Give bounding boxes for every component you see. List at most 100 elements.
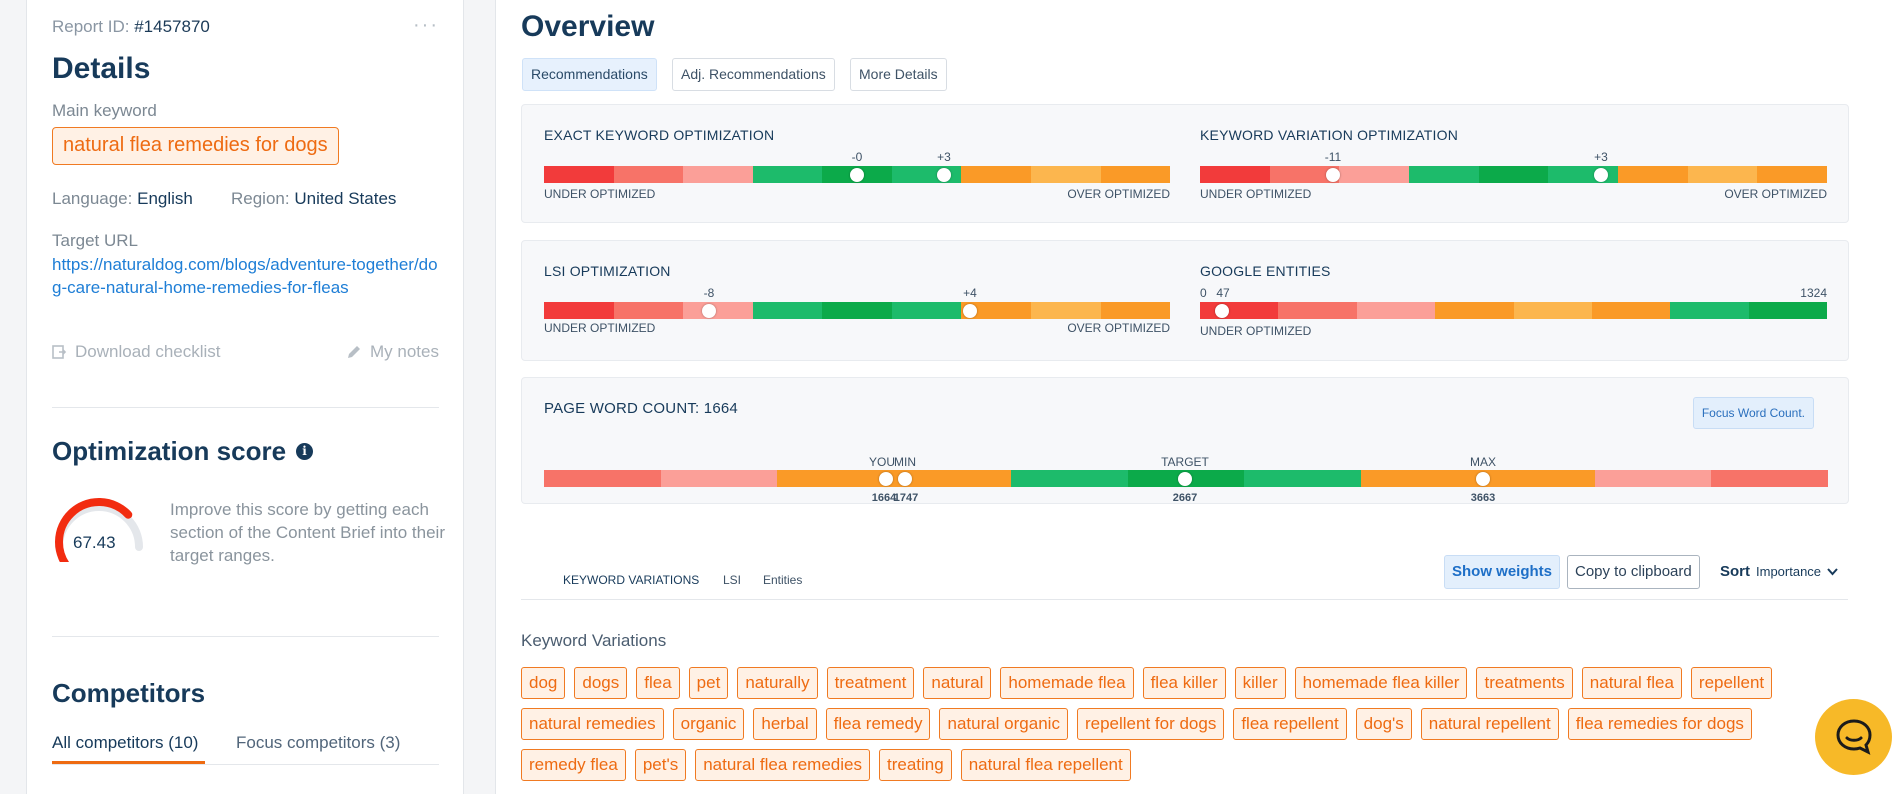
- keyword-chip[interactable]: treatment: [826, 667, 915, 699]
- tab-entities[interactable]: Entities: [763, 573, 803, 587]
- keyword-chip[interactable]: remedy flea: [521, 749, 626, 781]
- keyword-chip[interactable]: natural flea: [1581, 667, 1682, 699]
- download-checklist-button[interactable]: Download checklist: [52, 342, 221, 362]
- keyword-chip[interactable]: repellent: [1690, 667, 1773, 699]
- meter-title: KEYWORD VARIATION OPTIMIZATION: [1200, 127, 1459, 143]
- report-id-value: #1457870: [134, 17, 210, 36]
- notes-label: My notes: [370, 342, 439, 361]
- under-optimized-label: UNDER OPTIMIZED: [544, 321, 656, 335]
- report-id: Report ID: #1457870: [52, 17, 210, 37]
- overview-panel: Overview Recommendations Adj. Recommenda…: [495, 0, 1892, 794]
- keyword-chip[interactable]: natural remedies: [521, 708, 664, 740]
- keyword-chip[interactable]: natural organic: [939, 708, 1068, 740]
- keyword-chip[interactable]: natural flea remedies: [695, 749, 870, 781]
- keyword-chip[interactable]: repellent for dogs: [1076, 708, 1225, 740]
- marker-knob: [1215, 304, 1229, 318]
- region-label: Region:: [231, 189, 290, 208]
- marker-label: +4: [963, 286, 977, 300]
- marker-label: +3: [1594, 150, 1608, 164]
- details-panel: Report ID: #1457870 ··· Details Main key…: [26, 0, 464, 794]
- my-notes-button[interactable]: My notes: [346, 342, 439, 362]
- chat-icon: [1836, 719, 1872, 755]
- tab-all-competitors[interactable]: All competitors (10): [52, 733, 199, 752]
- keyword-variations-title: Keyword Variations: [521, 631, 667, 650]
- focus-word-count-button[interactable]: Focus Word Count.: [1692, 397, 1814, 429]
- meter-title: LSI OPTIMIZATION: [544, 263, 671, 279]
- meter-bar: [544, 470, 1829, 487]
- max-knob: [1476, 472, 1490, 486]
- copy-to-clipboard-button[interactable]: Copy to clipboard: [1567, 555, 1700, 589]
- keyword-chip[interactable]: dogs: [574, 667, 628, 699]
- more-dots-icon[interactable]: ···: [413, 14, 439, 36]
- tab-focus-competitors[interactable]: Focus competitors (3): [236, 733, 401, 752]
- keyword-chip[interactable]: herbal: [753, 708, 817, 740]
- keyword-chip[interactable]: dog: [521, 667, 566, 699]
- info-icon[interactable]: i: [296, 443, 314, 460]
- marker-knob: [937, 168, 951, 182]
- you-label: YOU: [868, 455, 896, 469]
- keyword-chip[interactable]: homemade flea: [1000, 667, 1134, 699]
- region: Region: United States: [231, 189, 396, 209]
- divider: [52, 636, 439, 637]
- word-count-title: PAGE WORD COUNT: 1664: [544, 400, 738, 417]
- keyword-chip[interactable]: naturally: [737, 667, 818, 699]
- keyword-chip[interactable]: flea repellent: [1233, 708, 1347, 740]
- tab-lsi[interactable]: LSI: [723, 573, 742, 587]
- language-value: English: [137, 189, 193, 208]
- you-knob: [879, 472, 893, 486]
- under-optimized-label: UNDER OPTIMIZED: [1200, 187, 1312, 201]
- main-keyword-badge: natural flea remedies for dogs: [52, 127, 339, 165]
- meter-bar: [1200, 302, 1827, 319]
- min-value: 1747: [893, 492, 919, 504]
- keyword-chip[interactable]: pet: [688, 667, 729, 699]
- max-label: MAX: [1469, 455, 1497, 469]
- target-url-label: Target URL: [52, 231, 138, 250]
- keyword-chip[interactable]: homemade flea killer: [1294, 667, 1468, 699]
- word-count-card: Focus Word Count. PAGE WORD COUNT: 1664 …: [521, 377, 1849, 504]
- keyword-chip[interactable]: pet's: [634, 749, 687, 781]
- keyword-chip[interactable]: killer: [1234, 667, 1286, 699]
- optimization-title-text: Optimization score: [52, 436, 287, 466]
- keyword-chip[interactable]: organic: [672, 708, 745, 740]
- keyword-chip[interactable]: dog's: [1355, 708, 1412, 740]
- chat-button[interactable]: [1815, 699, 1892, 775]
- over-optimized-label: OVER OPTIMIZED: [1724, 187, 1827, 201]
- target-knob: [1178, 472, 1192, 486]
- keyword-chip[interactable]: natural: [923, 667, 992, 699]
- min-label: MIN: [894, 455, 916, 469]
- tab-recommendations[interactable]: Recommendations: [522, 58, 657, 91]
- overview-title: Overview: [521, 10, 655, 43]
- chevron-down-icon: [1827, 567, 1838, 575]
- marker-label: -8: [703, 286, 715, 300]
- target-url-link[interactable]: https://naturaldog.com/blogs/adventure-t…: [52, 255, 438, 297]
- download-icon: [52, 344, 67, 359]
- word-count-meter: PAGE WORD COUNT: 1664 YOU MIN TARGET MAX…: [544, 400, 1829, 504]
- tab-more-details[interactable]: More Details: [850, 58, 947, 91]
- region-value: United States: [294, 189, 397, 208]
- keyword-chip[interactable]: flea killer: [1142, 667, 1226, 699]
- keyword-chip[interactable]: flea remedy: [825, 708, 931, 740]
- keyword-chip[interactable]: natural flea repellent: [960, 749, 1131, 781]
- show-weights-button[interactable]: Show weights: [1444, 555, 1561, 589]
- min-knob: [898, 472, 912, 486]
- sort-dropdown[interactable]: Sort Importance: [1720, 563, 1838, 580]
- keyword-chip[interactable]: natural repellent: [1420, 708, 1559, 740]
- keyword-variation-meter: KEYWORD VARIATION OPTIMIZATION -11 +3 UN…: [1200, 127, 1828, 207]
- language: Language: English: [52, 189, 193, 209]
- max-value: 3663: [1470, 492, 1496, 504]
- keyword-chip[interactable]: treatments: [1476, 667, 1573, 699]
- marker-knob: [702, 304, 716, 318]
- target-label: TARGET: [1161, 455, 1209, 469]
- tab-adj-recommendations[interactable]: Adj. Recommendations: [672, 58, 835, 91]
- entities-min-label: 0: [1200, 286, 1207, 300]
- sort-label: Sort: [1720, 563, 1750, 580]
- keyword-chip[interactable]: treating: [878, 749, 952, 781]
- marker-knob: [1594, 168, 1608, 182]
- keyword-chip[interactable]: flea: [636, 667, 680, 699]
- tabs-divider: [52, 764, 439, 765]
- meter-title: GOOGLE ENTITIES: [1200, 263, 1331, 279]
- tab-keyword-variations[interactable]: KEYWORD VARIATIONS: [563, 573, 700, 587]
- keyword-chip[interactable]: flea remedies for dogs: [1567, 708, 1752, 740]
- competitors-title: Competitors: [52, 678, 206, 708]
